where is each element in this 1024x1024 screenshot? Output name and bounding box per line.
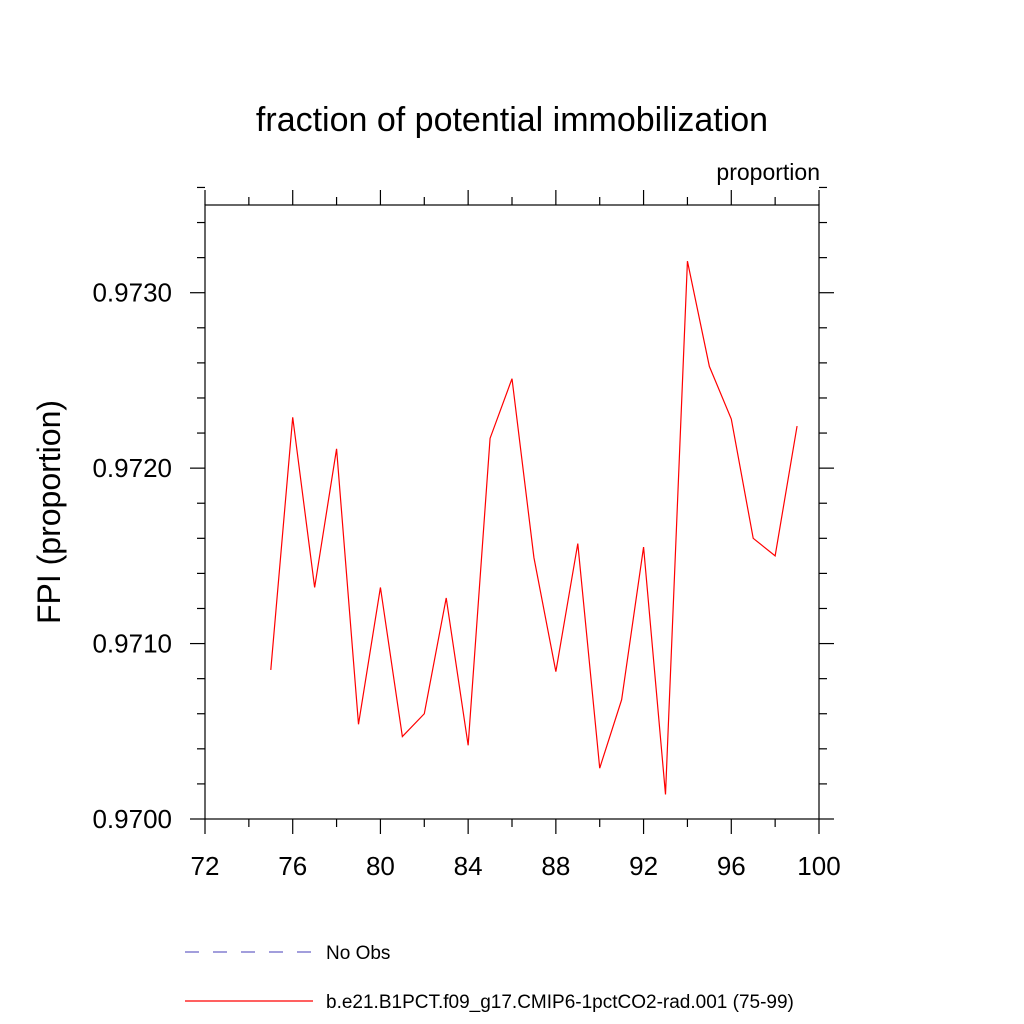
plot-frame bbox=[204, 204, 820, 820]
x-tick-label: 100 bbox=[797, 851, 840, 881]
x-tick-label: 76 bbox=[278, 851, 307, 881]
x-tick-label: 72 bbox=[191, 851, 220, 881]
y-tick-label: 0.9710 bbox=[92, 629, 172, 659]
y-tick-label: 0.9730 bbox=[92, 278, 172, 308]
x-tick-label: 80 bbox=[366, 851, 395, 881]
axis-tick-labels: 72 76 80 84 88 92 96 100 0.9700 0.9710 0.9720 0.973… bbox=[92, 278, 840, 881]
y-tick-label: 0.9720 bbox=[92, 453, 172, 483]
x-tick-label: 96 bbox=[717, 851, 746, 881]
series-layer bbox=[270, 261, 798, 795]
legend-label: No Obs bbox=[326, 943, 390, 964]
y-tick-label: 0.9700 bbox=[92, 804, 172, 834]
legend-label: b.e21.B1PCT.f09_g17.CMIP6-1pctCO2-rad.00… bbox=[326, 992, 794, 1013]
chart-subtitle: proportion bbox=[716, 159, 820, 185]
legend: No Obs b.e21.B1PCT.f09_g17.CMIP6-1pctCO2-… bbox=[185, 943, 794, 1013]
series-line bbox=[270, 261, 798, 795]
y-axis-label: FPI (proportion) bbox=[31, 400, 67, 624]
x-tick-label: 92 bbox=[629, 851, 658, 881]
x-tick-label: 84 bbox=[454, 851, 483, 881]
x-tick-label: 88 bbox=[541, 851, 570, 881]
axis-ticks bbox=[190, 186, 834, 834]
chart-title: fraction of potential immobilization bbox=[256, 101, 768, 139]
